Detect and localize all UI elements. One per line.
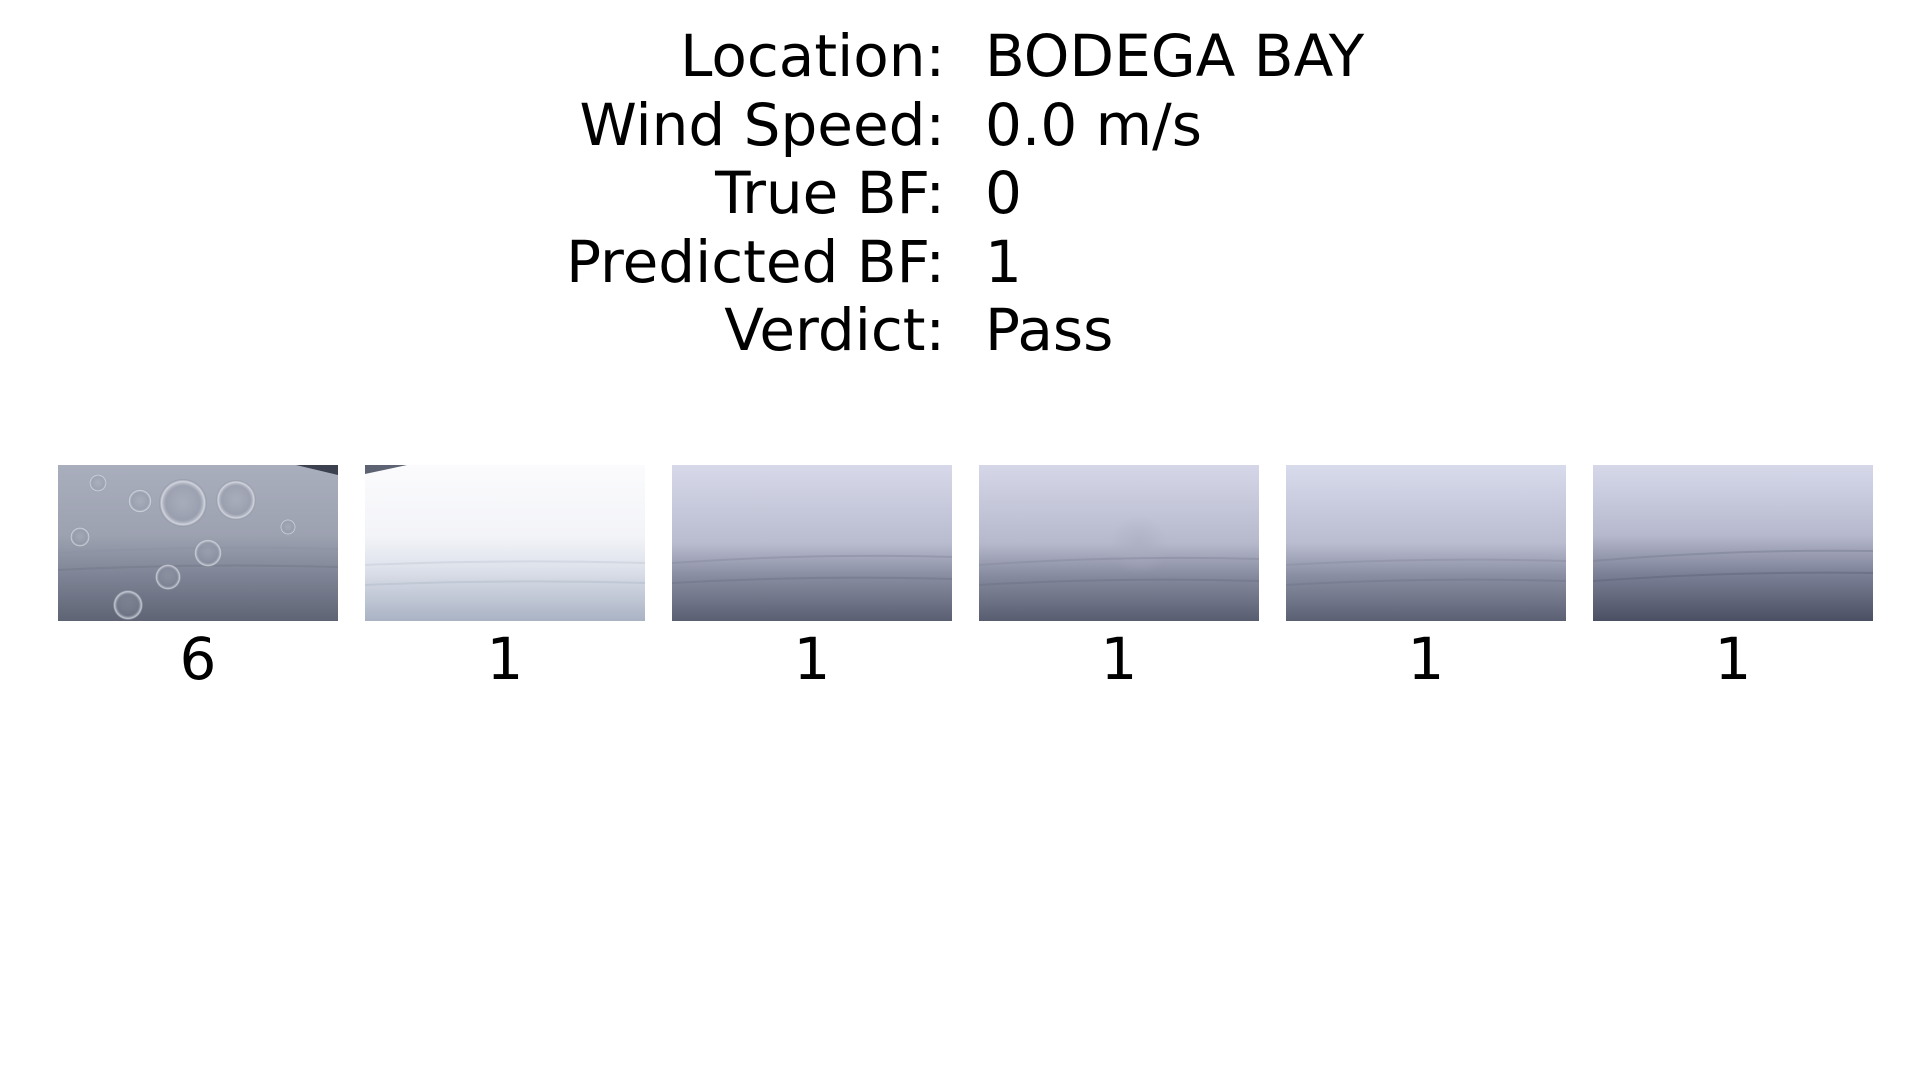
predicted-bf-label: Predicted BF: bbox=[566, 227, 945, 296]
frame-1-image bbox=[58, 465, 338, 621]
frame-6-label: 1 bbox=[1714, 625, 1752, 693]
verdict-label: Verdict: bbox=[724, 296, 945, 364]
info-row-verdict: Verdict: Pass bbox=[0, 296, 1920, 365]
info-row-true-bf: True BF: 0 bbox=[0, 159, 1920, 228]
location-label: Location: bbox=[680, 22, 945, 90]
frame-2: 1 bbox=[365, 465, 645, 693]
frame-strip: 6 1 bbox=[0, 465, 1920, 695]
frame-3-label: 1 bbox=[793, 625, 831, 693]
frame-1-label: 6 bbox=[179, 625, 217, 693]
frame-3: 1 bbox=[672, 465, 952, 693]
info-row-predicted-bf: Predicted BF: 1 bbox=[0, 228, 1920, 297]
frame-5-label: 1 bbox=[1407, 625, 1445, 693]
predicted-bf-value: 1 bbox=[985, 227, 1022, 296]
frame-4-image bbox=[979, 465, 1259, 621]
frame-5: 1 bbox=[1286, 465, 1566, 693]
frame-5-image bbox=[1286, 465, 1566, 621]
frame-2-label: 1 bbox=[486, 625, 524, 693]
info-row-wind-speed: Wind Speed: 0.0 m/s bbox=[0, 91, 1920, 160]
frame-3-image bbox=[672, 465, 952, 621]
info-row-location: Location: BODEGA BAY bbox=[0, 22, 1920, 91]
location-value: BODEGA BAY bbox=[985, 22, 1365, 90]
frame-4: 1 bbox=[979, 465, 1259, 693]
frame-1: 6 bbox=[58, 465, 338, 693]
frame-6: 1 bbox=[1593, 465, 1873, 693]
info-table: Location: BODEGA BAY Wind Speed: 0.0 m/s… bbox=[0, 22, 1920, 365]
verdict-value: Pass bbox=[985, 296, 1114, 364]
wind-speed-value: 0.0 m/s bbox=[985, 90, 1202, 159]
frame-6-image bbox=[1593, 465, 1873, 621]
true-bf-label: True BF: bbox=[715, 159, 945, 227]
frame-4-label: 1 bbox=[1100, 625, 1138, 693]
wind-speed-label: Wind Speed: bbox=[579, 90, 945, 159]
true-bf-value: 0 bbox=[985, 159, 1022, 227]
frame-2-image bbox=[365, 465, 645, 621]
